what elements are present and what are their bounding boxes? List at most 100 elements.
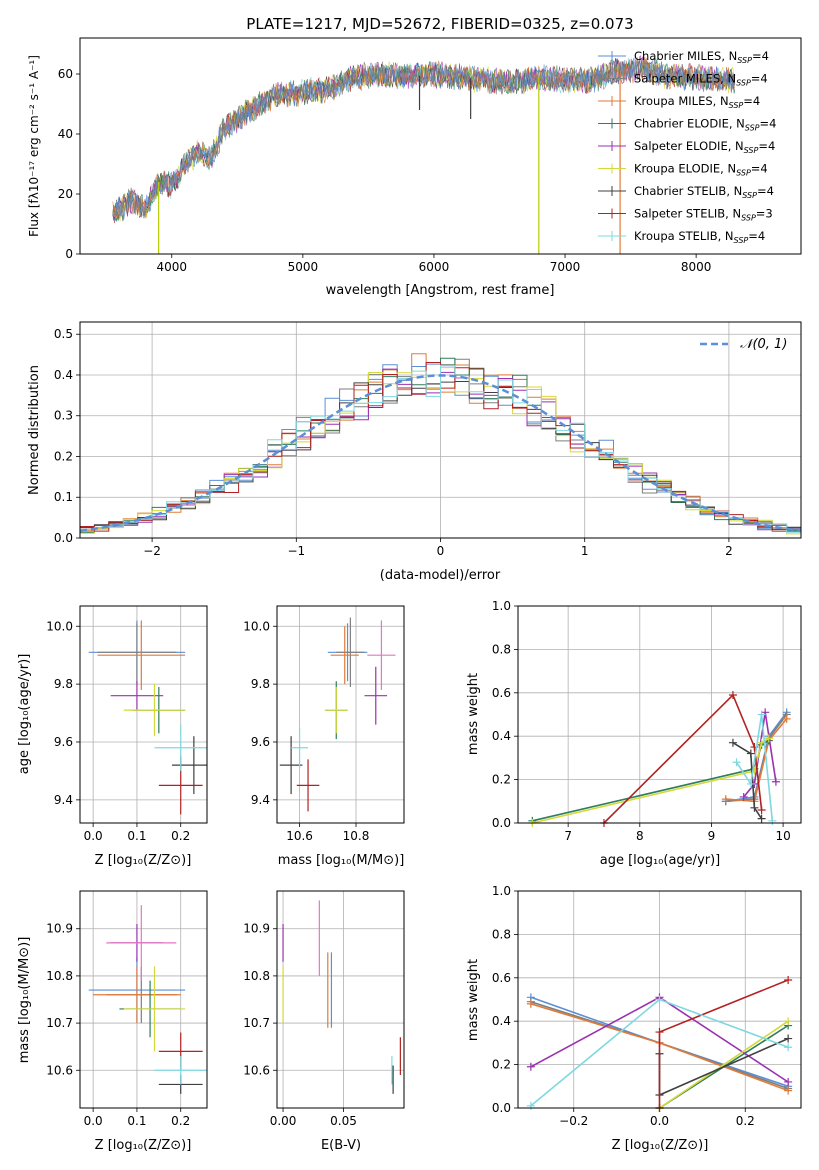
y-tick-label: 0.2 [492,1058,511,1072]
y-tick-label: 10.0 [243,619,270,633]
y-tick-label: 0.3 [54,409,73,423]
y-tick-label: 10.6 [243,1063,270,1077]
series-line [659,1020,789,1108]
normal-curve [79,374,802,533]
age-vs-Z-panel: 0.0 0.1 0.2 9.4 9.6 9.8 10.0 Z [log₁₀(Z/Z⊙)] a… [17,605,208,868]
age-vs-mass-plot-area: 10.6 10.8 9.4 9.6 9.8 10.0 [243,606,404,843]
series-marker [757,805,766,814]
y-tick-label: 0.1 [54,490,73,504]
residuals-legend: 𝒩(0, 1) [700,337,787,352]
x-tick-label: 5000 [288,260,319,274]
series-marker [784,975,793,984]
x-tick-label: 7000 [550,260,581,274]
y-tick-label: 0.5 [54,327,73,341]
age-vs-Z-xlabel: Z [log₁₀(Z/Z⊙)] [95,853,192,868]
y-tick-label: 9.4 [54,793,73,807]
series-line [732,742,763,820]
y-tick-label: 0.2 [492,773,511,787]
series-marker [655,995,664,1004]
y-tick-label: 10.8 [46,969,73,983]
massweight-vs-age-ylabel: mass weight [466,673,481,755]
y-tick-label: 10.0 [46,619,73,633]
y-tick-label: 0.4 [492,1014,511,1028]
mass-vs-Z-panel: 0.0 0.1 0.2 10.6 10.7 10.8 10.9 Z [log₁₀(Z/Z⊙)… [17,890,208,1153]
series-marker [784,1034,793,1043]
series-marker [757,814,766,823]
y-tick-label: 0.6 [492,971,511,985]
x-tick-label: 7 [564,829,572,843]
series-marker [526,999,535,1008]
y-tick-label: 9.8 [54,677,73,691]
x-tick-label: 0.2 [171,1114,190,1128]
y-tick-label: 1.0 [492,599,511,613]
y-tick-label: 10.9 [46,922,73,936]
series-marker [750,803,759,812]
age-vs-Z-ylabel: age [log₁₀(age/yr)] [17,654,32,775]
age-vs-Z-plot-area: 0.0 0.1 0.2 9.4 9.6 9.8 10.0 [46,606,207,843]
age-vs-mass-panel: 10.6 10.8 9.4 9.6 9.8 10.0 mass [log₁₀(M/M⊙)] [243,605,405,868]
legend-label: Kroupa STELIB, NSSP=4 [634,229,765,245]
mass-vs-Z-axes-frame [79,890,208,1109]
x-tick-label: 0 [437,544,445,558]
residuals-xlabel: (data-model)/error [380,568,501,583]
legend-label: Kroupa ELODIE, NSSP=4 [634,162,768,178]
age-vs-mass-axes-frame [276,605,405,824]
mass-vs-EBV-panel: 0.00 0.05 10.6 10.7 10.8 10.9 E(B-V) [243,890,405,1153]
series-line [532,737,770,823]
massweight-vs-Z-xlabel: Z [log₁₀(Z/Z⊙)] [612,1138,709,1153]
series-marker [526,1062,535,1071]
legend-label: Salpeter ELODIE, NSSP=4 [634,139,775,155]
series-marker [732,758,741,767]
x-tick-label: 0.00 [270,1114,297,1128]
residuals-panel: −2 −1 0 1 2 0.0 0.1 0.2 0.3 0.4 0.5 (data-model)/e… [27,321,802,583]
y-tick-label: 0.0 [492,816,511,830]
legend-label: Kroupa MILES, NSSP=4 [634,94,760,110]
y-tick-label: 0.0 [54,531,73,545]
series-marker [757,710,766,719]
mass-vs-Z-ylabel: mass [log₁₀(M/M⊙)] [17,937,32,1064]
massweight-vs-Z-panel: −0.2 0.0 0.2 0.0 0.2 0.4 0.6 0.8 1.0 Z [log₁₀(Z/… [466,884,802,1153]
spectrum-ylabel: Flux [fλ10⁻¹⁷ erg cm⁻² s⁻¹ A⁻¹] [27,55,41,237]
spectrum-line [112,57,736,221]
y-tick-label: 9.8 [251,677,270,691]
series-marker [764,734,773,743]
massweight-vs-Z-ylabel: mass weight [466,959,481,1041]
massweight-vs-age-axes-frame [517,605,802,824]
y-tick-label: 10.7 [243,1016,270,1030]
spectrum-xlabel: wavelength [Angstrom, rest frame] [326,283,555,298]
spectrum-title: PLATE=1217, MJD=52672, FIBERID=0325, z=0… [246,15,633,33]
y-tick-label: 40 [58,127,73,141]
series-marker [721,795,730,804]
x-tick-label: 0.0 [650,1114,669,1128]
x-tick-label: 10.8 [343,829,370,843]
mass-vs-EBV-xlabel: E(B-V) [321,1138,361,1153]
y-tick-label: 0.8 [492,642,511,656]
y-tick-label: 9.6 [251,735,270,749]
y-tick-label: 10.7 [46,1016,73,1030]
x-tick-label: 10.6 [286,829,313,843]
x-tick-label: 0.1 [127,1114,146,1128]
legend-label: Chabrier MILES, NSSP=4 [634,49,769,65]
y-tick-label: 20 [58,187,73,201]
spectrum-line [112,57,736,222]
x-tick-label: −0.2 [559,1114,588,1128]
y-tick-label: 0.4 [54,368,73,382]
age-vs-mass-xlabel: mass [log₁₀(M/M⊙)] [278,853,405,868]
x-tick-label: 8 [636,829,644,843]
massweight-vs-Z-axes-frame [517,890,802,1109]
spectrum-panel: PLATE=1217, MJD=52672, FIBERID=0325, z=0… [27,15,802,298]
series-line [603,693,763,823]
series-marker [784,1017,793,1026]
y-tick-label: 10.9 [243,922,270,936]
massweight-vs-Z-plot-area: −0.2 0.0 0.2 0.0 0.2 0.4 0.6 0.8 1.0 [492,884,801,1128]
series-marker [784,1086,793,1095]
residuals-ylabel: Normed distribution [27,365,42,495]
massweight-vs-age-panel: 7 8 9 10 0.0 0.2 0.4 0.6 0.8 1.0 age [log₁₀(age/y… [466,599,802,868]
mass-vs-EBV-axes-frame [276,890,405,1109]
legend-label: Chabrier ELODIE, NSSP=4 [634,117,776,133]
y-tick-label: 0.4 [492,729,511,743]
legend-label: Salpeter MILES, NSSP=4 [634,72,768,88]
residuals-legend-label: 𝒩(0, 1) [740,337,787,352]
y-tick-label: 0.2 [54,449,73,463]
